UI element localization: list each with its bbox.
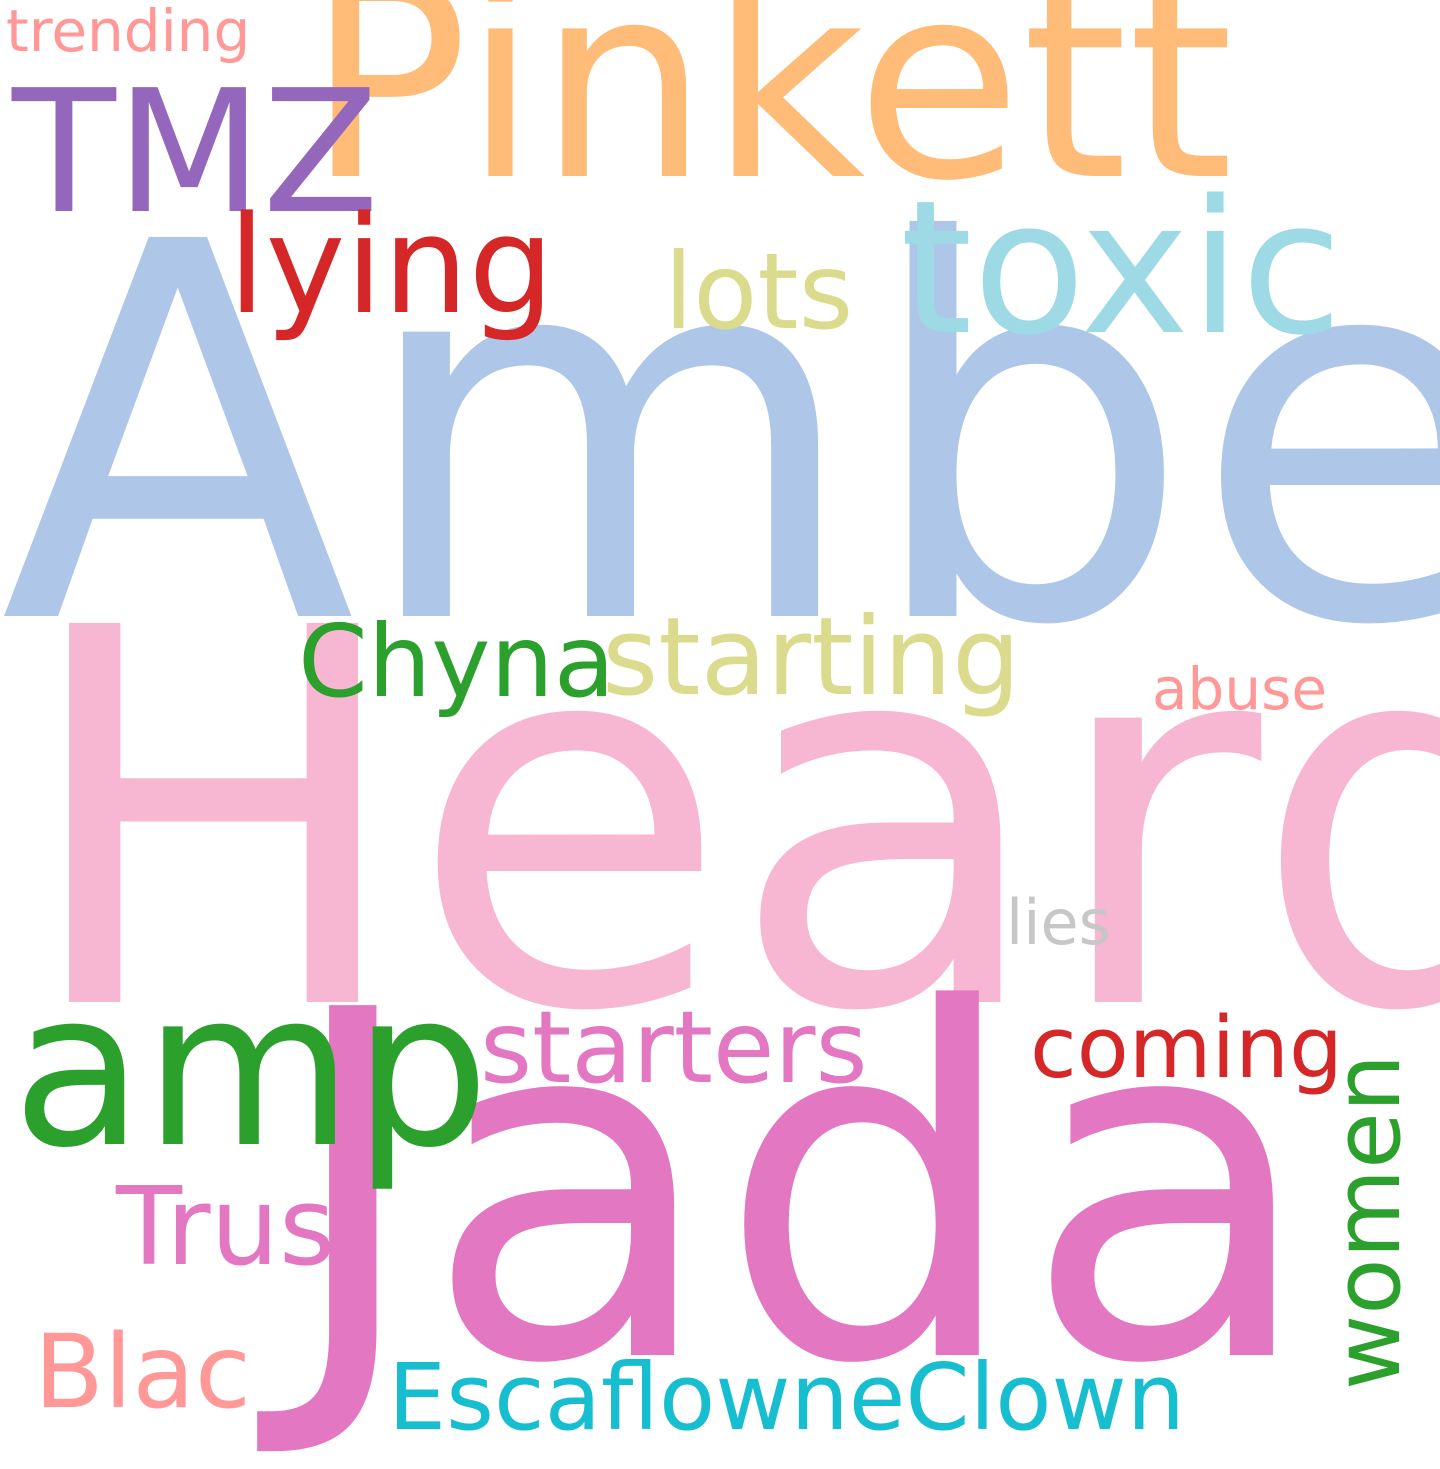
word-toxic: toxic	[900, 160, 1343, 376]
word-abuse: abuse	[1152, 655, 1328, 723]
word-jada: Jada	[282, 910, 1317, 1469]
word-lies: lies	[1006, 886, 1111, 959]
word-coming: coming	[1030, 999, 1343, 1098]
word-women: women	[1314, 1053, 1421, 1390]
word-amber: Amber	[0, 133, 1440, 739]
word-trust: Trust	[116, 1165, 378, 1290]
word-blac: Blac	[34, 1313, 251, 1432]
word-pinkett: Pinkett	[306, 0, 1234, 240]
word-chyna: Chyna	[298, 603, 616, 720]
word-tmz: TMZ	[12, 54, 379, 252]
word-lots: lots	[664, 231, 854, 353]
word-amp: amp	[12, 944, 490, 1195]
word-lying: lying	[228, 187, 555, 344]
word-starting: starting	[602, 595, 1021, 720]
word-escaflowneclown: EscaflowneClown	[388, 1344, 1186, 1451]
word-starters: starters	[480, 989, 868, 1106]
word-heard: Heard	[18, 519, 1440, 1125]
word-trending: trending	[6, 0, 251, 65]
